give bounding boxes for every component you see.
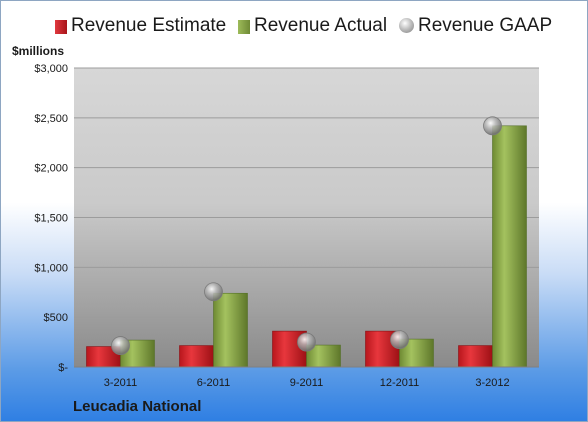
legend-label-actual: Revenue Actual: [254, 15, 388, 36]
bar-revenue-actual: [492, 125, 527, 368]
legend-marker-gaap: [399, 18, 414, 33]
x-tick-label: 9-2011: [290, 377, 323, 389]
legend: Revenue Estimate Revenue Actual Revenue …: [0, 15, 588, 41]
y-axis-ticks: $- $500 $1,000 $1,500 $2,000 $2,500 $3,000: [34, 63, 68, 374]
bars: [86, 125, 527, 368]
marker-revenue-gaap: [297, 332, 316, 352]
company-name: Leucadia National: [73, 398, 202, 415]
y-tick-label: $2,000: [34, 163, 68, 175]
bar-revenue-estimate: [179, 345, 214, 368]
marker-revenue-gaap: [483, 116, 502, 136]
legend-swatch-actual: [238, 20, 250, 34]
legend-label-estimate: Revenue Estimate: [71, 15, 227, 36]
y-axis-unit-label: $millions: [12, 44, 65, 58]
x-axis-ticks: 3-2011 6-2011 9-2011 12-2011 3-2012: [104, 377, 510, 389]
y-tick-label: $3,000: [34, 63, 68, 75]
x-tick-label: 12-2011: [380, 377, 420, 389]
y-tick-label: $1,000: [34, 262, 68, 274]
legend-label-gaap: Revenue GAAP: [418, 15, 553, 36]
x-tick-label: 6-2011: [197, 377, 230, 389]
bar-revenue-estimate: [458, 345, 493, 368]
x-tick-label: 3-2012: [475, 377, 509, 389]
legend-swatch-estimate: [55, 20, 67, 34]
y-tick-label: $500: [44, 312, 68, 324]
marker-revenue-gaap: [390, 330, 409, 349]
marker-revenue-gaap: [111, 336, 130, 355]
marker-revenue-gaap: [204, 282, 223, 302]
x-tick-label: 3-2011: [104, 377, 137, 389]
y-tick-label: $-: [58, 362, 68, 374]
gridlines: [74, 67, 539, 318]
y-tick-label: $2,500: [34, 113, 68, 125]
y-tick-label: $1,500: [34, 213, 68, 225]
gaap-markers: [111, 116, 502, 355]
bar-revenue-actual: [213, 292, 248, 368]
